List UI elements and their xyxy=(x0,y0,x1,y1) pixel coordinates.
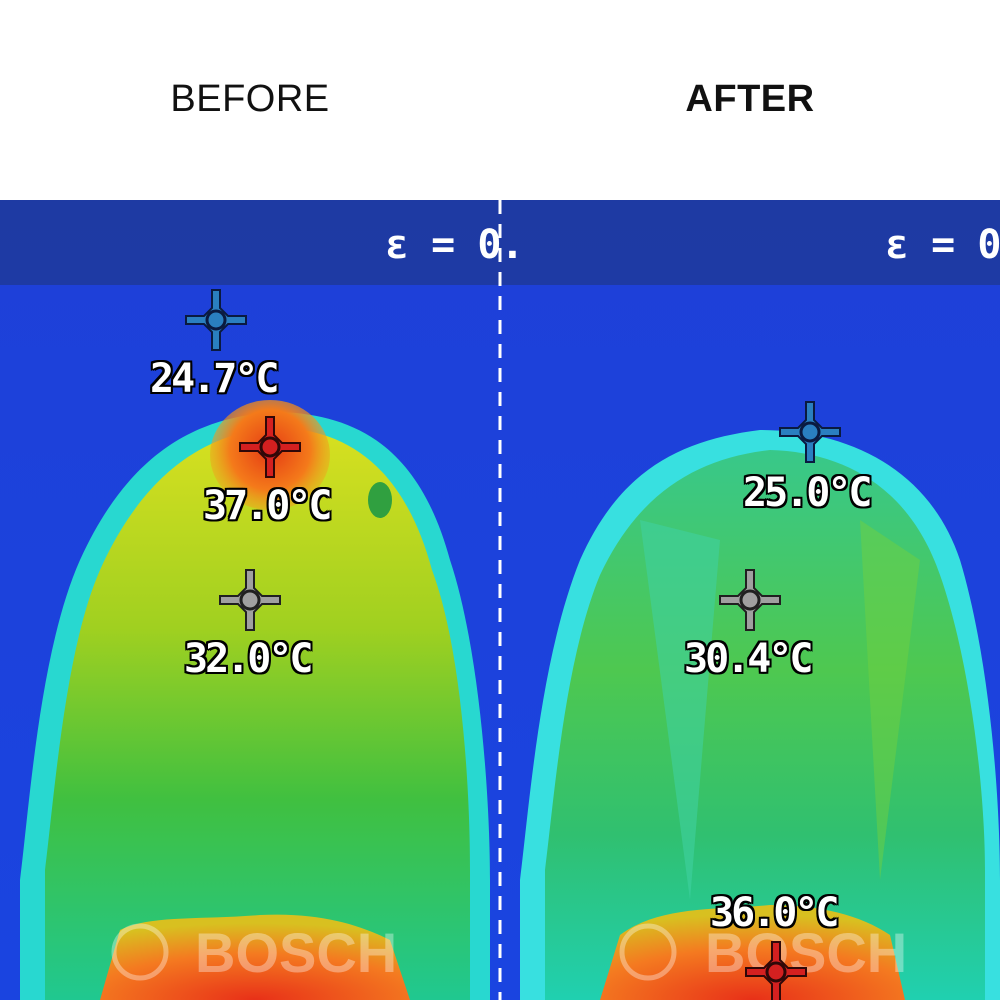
before-crosshair-red-icon xyxy=(239,416,301,478)
after-crosshair-blue-icon xyxy=(779,401,841,463)
top-band xyxy=(0,200,1000,285)
logo-left-icon xyxy=(111,923,169,981)
before-emissivity: ε = 0. xyxy=(385,222,524,268)
after-reading-2: 30.4°C xyxy=(684,636,813,682)
before-head xyxy=(20,400,490,1000)
logo-right-icon xyxy=(619,923,677,981)
watermark-left: BOSCH xyxy=(195,921,397,984)
after-head xyxy=(520,430,1000,1000)
before-reading-3: 32.0°C xyxy=(184,636,313,682)
header: BEFORE AFTER xyxy=(0,0,1000,200)
after-reading-1: 25.0°C xyxy=(743,470,872,516)
before-crosshair-blue-icon xyxy=(185,289,247,351)
before-reading-1: 24.7°C xyxy=(150,356,279,402)
after-label: AFTER xyxy=(685,78,815,120)
before-neck xyxy=(100,914,410,1000)
thermal-image: BOSCH BOSCH xyxy=(0,200,1000,1000)
after-crosshair-gray-icon xyxy=(719,569,781,631)
after-neck xyxy=(600,905,905,1000)
after-crosshair-red-icon xyxy=(745,941,807,1000)
before-reading-2: 37.0°C xyxy=(203,483,332,529)
before-label: BEFORE xyxy=(170,78,330,120)
before-crosshair-gray-icon xyxy=(219,569,281,631)
after-reading-3: 36.0°C xyxy=(710,890,839,936)
after-emissivity: ε = 0. xyxy=(885,222,1000,268)
